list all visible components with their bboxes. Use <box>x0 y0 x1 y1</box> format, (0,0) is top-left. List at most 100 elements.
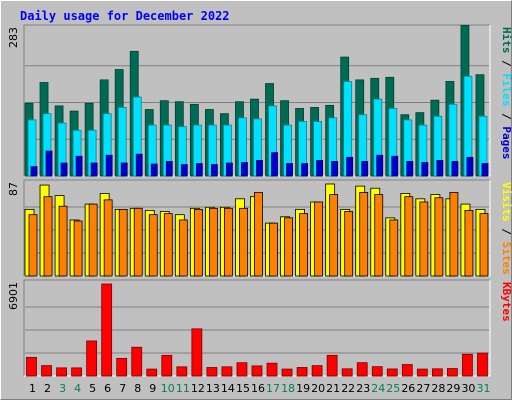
bar-kbytes-day-26 <box>401 364 413 377</box>
bar-pages-day-6 <box>105 154 113 177</box>
bar-sites-day-5 <box>88 203 98 277</box>
bar-kbytes-day-12 <box>191 328 203 377</box>
bar-pages-day-17 <box>271 152 278 177</box>
x-tick-label-day-16: 16 <box>251 382 265 395</box>
bar-sites-day-11 <box>178 219 188 277</box>
bar-pages-day-11 <box>180 164 188 177</box>
bar-pages-day-27 <box>421 162 429 177</box>
bar-sites-day-24 <box>374 194 384 277</box>
bar-pages-day-1 <box>30 166 38 177</box>
x-tick-label-day-14: 14 <box>221 382 235 395</box>
bar-kbytes-day-3 <box>56 367 67 377</box>
legend-pages: Pages <box>500 126 512 159</box>
bar-pages-day-19 <box>301 163 308 177</box>
bar-kbytes-day-24 <box>371 366 383 377</box>
bar-sites-day-25 <box>389 219 399 277</box>
bar-pages-day-10 <box>165 161 173 177</box>
bar-pages-day-4 <box>75 155 83 177</box>
legend-separator: / <box>500 107 512 127</box>
x-tick-label-day-27: 27 <box>416 382 430 395</box>
panel-1-border-dark <box>23 24 490 176</box>
bar-pages-day-9 <box>150 163 158 177</box>
bar-sites-day-29 <box>449 192 459 277</box>
bar-pages-day-21 <box>331 161 339 177</box>
bar-kbytes-day-17 <box>266 362 278 377</box>
x-tick-label-day-30: 30 <box>461 382 475 395</box>
bar-kbytes-day-16 <box>251 365 263 377</box>
bar-pages-day-29 <box>451 161 459 177</box>
x-tick-label-day-24: 24 <box>371 382 385 395</box>
x-tick-label-day-26: 26 <box>401 382 415 395</box>
bar-pages-day-22 <box>346 156 354 177</box>
bar-pages-day-8 <box>135 153 143 177</box>
x-tick-label-day-10: 10 <box>161 382 175 395</box>
bar-sites-day-15 <box>239 207 248 277</box>
bar-pages-day-23 <box>361 161 369 177</box>
bar-sites-day-2 <box>43 196 53 277</box>
bar-kbytes-day-5 <box>86 340 98 377</box>
bar-pages-day-2 <box>45 150 53 177</box>
x-tick-label-day-20: 20 <box>311 382 325 395</box>
bar-kbytes-day-7 <box>116 358 128 377</box>
x-tick-label-day-5: 5 <box>89 382 96 395</box>
x-tick-label-day-15: 15 <box>236 382 250 395</box>
bar-pages-day-14 <box>226 162 233 177</box>
x-tick-label-day-4: 4 <box>74 382 81 395</box>
bar-kbytes-day-25 <box>386 368 398 377</box>
panel-1-legend: Hits / Files / Pages <box>500 27 512 160</box>
bar-pages-day-30 <box>466 156 474 177</box>
x-tick-label-day-2: 2 <box>44 382 51 395</box>
bar-sites-day-18 <box>284 217 293 277</box>
bar-pages-day-15 <box>241 162 248 177</box>
bar-pages-day-12 <box>195 163 203 177</box>
legend-separator: / <box>500 222 512 242</box>
x-tick-label-day-25: 25 <box>386 382 400 395</box>
legend-hits: Hits <box>500 27 512 54</box>
bar-sites-day-12 <box>193 208 203 277</box>
panel-2-y-max-label: 87 <box>7 182 20 196</box>
bar-sites-day-22 <box>344 211 354 277</box>
legend-kbytes: KBytes <box>500 282 512 322</box>
x-tick-label-day-31: 31 <box>476 382 490 395</box>
bar-kbytes-day-15 <box>236 362 248 377</box>
bar-kbytes-day-31 <box>477 352 488 377</box>
panel-3-legend: KBytes <box>500 282 512 322</box>
bar-sites-day-27 <box>419 201 429 277</box>
panel-2-legend: Visits / Sites <box>500 182 512 275</box>
bar-kbytes-day-13 <box>206 367 218 377</box>
bar-kbytes-day-6 <box>101 283 113 377</box>
bar-kbytes-day-11 <box>176 366 188 377</box>
bar-pages-day-18 <box>286 163 293 177</box>
x-tick-label-day-9: 9 <box>149 382 156 395</box>
bar-sites-day-26 <box>404 196 414 277</box>
bar-kbytes-day-19 <box>296 367 308 377</box>
x-tick-label-day-21: 21 <box>326 382 340 395</box>
bar-kbytes-day-22 <box>341 368 353 377</box>
bar-kbytes-day-10 <box>161 354 173 377</box>
bar-kbytes-day-4 <box>71 367 82 377</box>
x-tick-label-day-13: 13 <box>206 382 220 395</box>
bar-sites-day-31 <box>479 213 489 277</box>
bar-pages-day-24 <box>376 154 384 177</box>
bar-sites-day-8 <box>133 207 143 277</box>
bar-sites-day-21 <box>329 194 339 277</box>
x-tick-label-day-1: 1 <box>29 382 36 395</box>
bar-sites-day-23 <box>359 192 369 277</box>
bar-sites-day-16 <box>254 192 263 277</box>
bar-sites-day-6 <box>103 199 113 277</box>
bar-sites-day-14 <box>224 207 233 277</box>
legend-visits: Visits <box>500 182 512 222</box>
bar-kbytes-day-14 <box>221 366 233 377</box>
legend-sites: Sites <box>500 242 512 275</box>
chart-title: Daily usage for December 2022 <box>20 9 230 23</box>
bar-pages-day-26 <box>406 161 414 177</box>
bar-pages-day-3 <box>60 162 68 177</box>
bar-pages-day-5 <box>90 162 98 177</box>
x-tick-label-day-19: 19 <box>296 382 310 395</box>
x-tick-label-day-3: 3 <box>59 382 66 395</box>
bar-kbytes-day-28 <box>431 368 443 377</box>
bar-kbytes-day-1 <box>26 356 37 377</box>
bar-kbytes-day-29 <box>447 368 458 377</box>
